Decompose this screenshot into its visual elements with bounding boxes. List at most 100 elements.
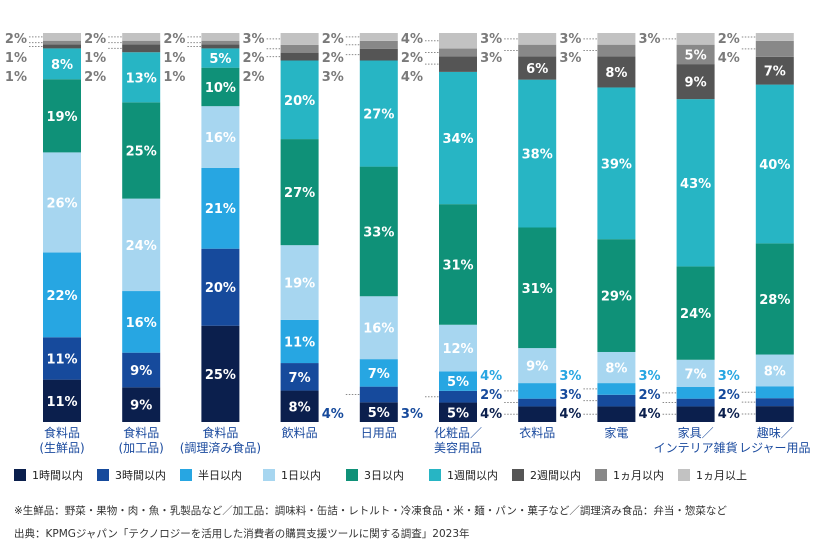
- bar-segment: [201, 40, 240, 45]
- legend-label: 1週間以内: [447, 468, 498, 482]
- data-label: 16%: [205, 131, 236, 146]
- bar-segment: [359, 386, 398, 403]
- data-label: 31%: [442, 258, 473, 273]
- bar-segment: [439, 71, 477, 205]
- bar-segment: [518, 33, 557, 45]
- data-label-outside: 2%: [322, 32, 344, 47]
- bar-segment: [359, 48, 398, 61]
- legend-label: 1ヵ月以内: [613, 468, 664, 482]
- bar-segment: [597, 383, 636, 395]
- data-label: 11%: [284, 335, 315, 350]
- data-label-outside: 4%: [480, 407, 502, 422]
- bar-segment: [518, 56, 557, 80]
- category-label: 飲料品: [282, 425, 318, 440]
- bar-segment: [43, 44, 81, 49]
- data-label: 5%: [447, 406, 469, 421]
- bar-segment: [755, 406, 794, 422]
- legend-swatch: [97, 469, 109, 481]
- bar-segment: [597, 351, 636, 384]
- data-label-outside: 1%: [163, 51, 185, 66]
- category-label: レジャー用品: [739, 441, 810, 455]
- bar-segment: [755, 33, 794, 41]
- bar-segment: [280, 319, 319, 364]
- data-label-outside: 4%: [559, 407, 581, 422]
- bar-segment: [676, 33, 715, 45]
- bar-segment: [280, 390, 319, 422]
- legend-label: 1日以内: [281, 468, 321, 482]
- bar-segment: [518, 44, 557, 57]
- bar-segment: [122, 352, 161, 388]
- data-label-outside: 3%: [243, 32, 265, 47]
- bar-segment: [518, 398, 557, 407]
- bar-segment: [122, 40, 161, 45]
- bar-segment: [597, 87, 636, 240]
- bar-segment: [122, 102, 161, 199]
- data-label: 20%: [205, 281, 236, 296]
- bar-segment: [43, 337, 81, 380]
- bar-segment: [122, 33, 161, 41]
- data-label: 6%: [526, 62, 548, 77]
- category-label: (加工品): [119, 441, 164, 455]
- data-label-outside: 2%: [718, 388, 740, 403]
- bar-segment: [439, 56, 477, 72]
- bar-segment: [280, 139, 319, 246]
- bar-segment: [359, 40, 398, 49]
- legend-label: 3時間以内: [115, 468, 166, 482]
- bar-segment: [43, 379, 81, 422]
- data-label: 31%: [522, 282, 553, 297]
- bar-segment: [755, 243, 794, 355]
- data-label-outside: 4%: [322, 407, 344, 422]
- bar-segment: [676, 99, 715, 267]
- data-label-outside: 4%: [718, 407, 740, 422]
- bar-segment: [597, 406, 636, 422]
- bar-segment: [280, 245, 319, 320]
- data-label-outside: 2%: [163, 32, 185, 47]
- bar-segment: [755, 40, 794, 57]
- data-label-outside: 1%: [163, 70, 185, 85]
- data-label: 8%: [764, 364, 786, 379]
- bar-segment: [676, 359, 715, 387]
- data-label-outside: 2%: [84, 70, 106, 85]
- bar-segment: [359, 60, 398, 167]
- data-label: 5%: [447, 375, 469, 390]
- bar-segment: [280, 44, 319, 53]
- bar-segment: [597, 239, 636, 352]
- bar-segment: [359, 33, 398, 41]
- data-label: 27%: [284, 186, 315, 201]
- category-label: 衣料品: [519, 425, 555, 440]
- category-label: (生鮮品): [39, 441, 84, 455]
- bar-segment: [518, 348, 557, 384]
- data-label-outside: 3%: [480, 32, 502, 47]
- bar-segment: [755, 84, 794, 244]
- data-label-outside: 3%: [322, 70, 344, 85]
- data-label-outside: 3%: [480, 51, 502, 66]
- data-label-outside: 2%: [401, 51, 423, 66]
- data-label-outside: 3%: [639, 32, 661, 47]
- bar-segment: [597, 394, 636, 407]
- data-label-outside: 3%: [559, 51, 581, 66]
- data-label: 19%: [284, 277, 315, 292]
- bar-segment: [280, 52, 319, 61]
- data-label-outside: 3%: [718, 369, 740, 384]
- bar-segment: [439, 402, 477, 422]
- category-label: 趣味／: [757, 425, 793, 440]
- bar-segment: [122, 52, 161, 103]
- bar-segment: [43, 252, 81, 338]
- data-label-outside: 1%: [5, 51, 27, 66]
- legend-swatch: [263, 469, 275, 481]
- data-label-outside: 2%: [718, 32, 740, 47]
- data-label-outside: 1%: [84, 51, 106, 66]
- data-label: 20%: [284, 94, 315, 109]
- category-label: 食料品: [202, 425, 238, 440]
- bar-segment: [201, 44, 240, 49]
- data-label: 43%: [680, 177, 711, 192]
- bar-segment: [755, 398, 794, 407]
- bar-segment: [43, 152, 81, 253]
- data-label-outside: 2%: [243, 51, 265, 66]
- data-label-outside: 3%: [401, 407, 423, 422]
- data-label-outside: 2%: [5, 32, 27, 47]
- data-label-outside: 3%: [559, 388, 581, 403]
- data-label-outside: 4%: [401, 70, 423, 85]
- bar-segment: [201, 33, 240, 41]
